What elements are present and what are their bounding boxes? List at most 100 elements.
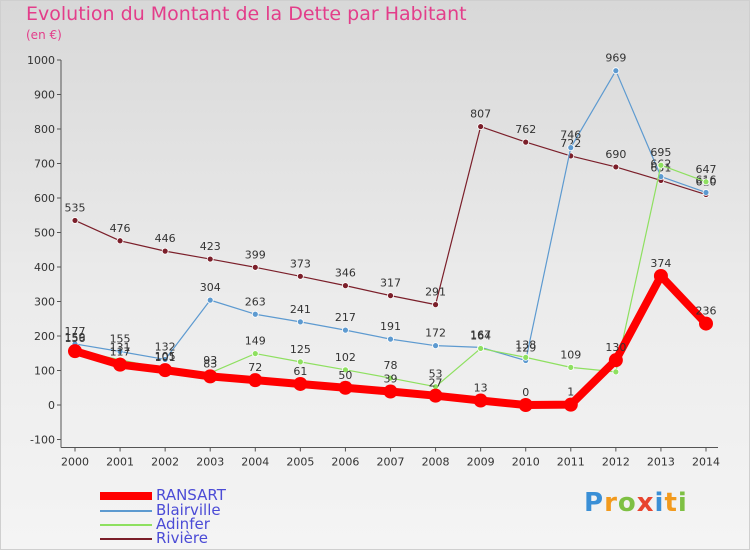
data-label-ransart: 236 [696, 305, 717, 318]
data-label-blairville: 155 [110, 333, 131, 346]
data-label-rivire: 346 [335, 267, 356, 280]
data-point-rivire [116, 237, 124, 245]
data-label-adinfer: 78 [384, 359, 398, 372]
data-point-blairville [702, 189, 710, 196]
data-point-ransart [563, 397, 578, 412]
x-tick-label: 2011 [557, 456, 585, 469]
data-point-blairville [432, 342, 439, 350]
data-label-ransart: 27 [429, 377, 443, 390]
data-point-blairville [161, 356, 169, 363]
y-tick-label: 300 [34, 296, 55, 309]
data-label-adinfer: 647 [696, 163, 717, 176]
x-tick-label: 2006 [331, 456, 359, 469]
data-label-adinfer: 131 [110, 341, 131, 354]
data-label-adinfer: 53 [429, 368, 443, 381]
data-label-adinfer: 93 [203, 354, 217, 367]
x-tick-label: 2005 [286, 456, 314, 469]
data-label-blairville: 746 [560, 129, 581, 142]
data-point-adinfer [702, 178, 710, 186]
data-label-blairville: 167 [470, 328, 491, 341]
legend-label-blairville: Blairville [156, 501, 221, 519]
data-point-adinfer [612, 368, 620, 376]
data-label-adinfer: 138 [515, 338, 536, 351]
data-label-adinfer: 125 [290, 343, 311, 356]
x-tick-label: 2000 [61, 456, 89, 469]
logo-letter: P [584, 488, 605, 518]
logo-letter: t [664, 488, 678, 518]
y-tick-label: 700 [34, 158, 55, 171]
data-point-ransart [158, 363, 173, 378]
data-point-rivire [612, 163, 620, 171]
data-point-ransart [383, 384, 398, 399]
data-point-adinfer [522, 353, 530, 361]
data-label-ransart: 72 [248, 361, 262, 374]
x-tick-label: 2001 [106, 456, 134, 469]
x-tick-label: 2007 [377, 456, 405, 469]
data-point-blairville [251, 310, 259, 318]
x-tick-label: 2009 [467, 456, 495, 469]
data-point-ransart [518, 398, 533, 412]
data-point-blairville [387, 335, 394, 343]
y-tick-label: -100 [30, 434, 55, 447]
logo-letter: o [617, 488, 637, 518]
data-point-adinfer [567, 363, 575, 371]
legend-swatch-riviere [100, 538, 152, 540]
data-label-blairville: 241 [290, 303, 311, 316]
legend-label-adinfer: Adinfer [156, 515, 210, 533]
data-label-blairville: 217 [335, 311, 356, 324]
data-point-adinfer [342, 366, 349, 374]
data-point-blairville [116, 348, 124, 355]
data-label-adinfer: 695 [650, 146, 671, 159]
data-point-ransart [473, 393, 488, 408]
proxiti-logo: Proxiti [584, 488, 688, 518]
data-label-rivire: 476 [110, 222, 131, 235]
data-point-ransart [608, 353, 623, 368]
data-point-rivire [432, 301, 439, 309]
data-label-rivire: 762 [515, 123, 536, 136]
data-point-blairville [206, 296, 214, 304]
data-label-rivire: 722 [560, 137, 581, 150]
data-label-blairville: 304 [200, 281, 221, 294]
legend-swatch-ransart [100, 492, 152, 500]
data-label-rivire: 399 [245, 248, 266, 261]
data-point-rivire [71, 217, 79, 224]
data-label-ransart: 156 [65, 332, 86, 345]
data-label-blairville: 191 [380, 320, 401, 333]
data-label-rivire: 373 [290, 257, 311, 270]
data-label-ransart: 130 [605, 341, 626, 354]
data-label-blairville: 129 [515, 341, 536, 354]
data-label-ransart: 374 [650, 257, 671, 270]
data-point-rivire [296, 272, 304, 280]
x-tick-label: 2012 [602, 456, 630, 469]
logo-letter: r [604, 488, 618, 518]
legend-swatch-adinfer [100, 524, 152, 526]
data-point-adinfer [477, 345, 485, 352]
x-tick-label: 2003 [196, 456, 224, 469]
x-tick-label: 2002 [151, 456, 179, 469]
y-tick-label: 800 [34, 123, 55, 136]
data-label-rivire: 317 [380, 277, 401, 290]
chart-title: Evolution du Montant de la Dette par Hab… [26, 3, 467, 25]
data-point-ransart [113, 357, 128, 372]
data-point-rivire [477, 123, 485, 130]
data-label-ransart: 101 [155, 351, 176, 364]
data-label-rivire: 423 [200, 240, 221, 253]
x-tick-label: 2013 [647, 456, 675, 469]
x-tick-label: 2004 [241, 456, 269, 469]
data-label-rivire: 807 [470, 108, 491, 121]
y-tick-label: 400 [34, 261, 55, 274]
data-point-rivire [342, 282, 349, 290]
data-label-adinfer: 109 [560, 348, 581, 361]
data-point-ransart [428, 388, 443, 403]
data-label-rivire: 446 [155, 232, 176, 245]
data-point-rivire [387, 292, 394, 300]
data-label-ransart: 50 [338, 369, 352, 382]
data-label-blairville: 263 [245, 295, 266, 308]
y-tick-label: 600 [34, 192, 55, 205]
legend-swatch-blairville [100, 510, 152, 512]
data-point-ransart [293, 376, 308, 391]
data-label-adinfer: 159 [65, 331, 86, 344]
data-label-rivire: 291 [425, 286, 446, 299]
logo-letter: i [654, 488, 665, 518]
